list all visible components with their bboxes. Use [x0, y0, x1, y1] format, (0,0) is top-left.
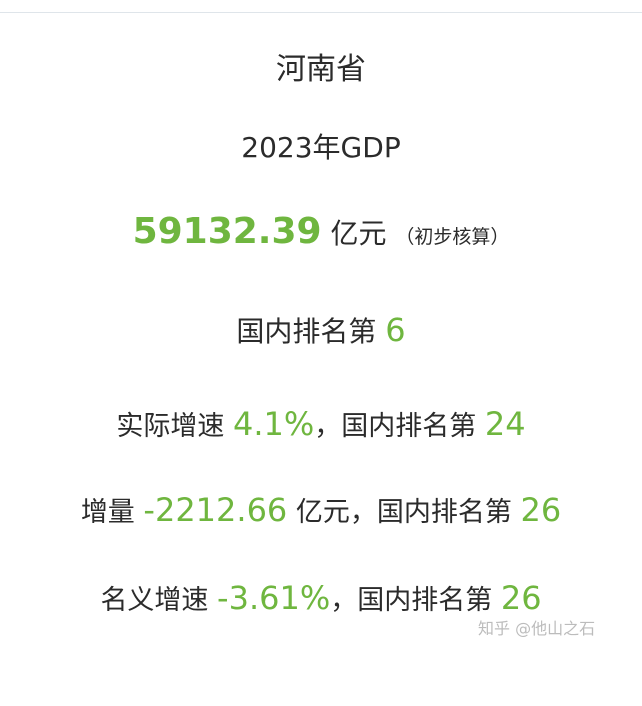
real-growth-value: 4.1% — [232, 405, 315, 443]
real-growth-label: 实际增速 — [116, 411, 225, 442]
year-gdp-label: 2023年GDP — [241, 131, 401, 164]
national-rank-label: 国内排名第 — [236, 315, 377, 348]
increment-value: -2212.66 — [143, 491, 288, 529]
gdp-unit: 亿元 — [330, 217, 387, 250]
top-border — [0, 0, 642, 13]
increment-line: 增量 -2212.66 亿元，国内排名第 26 — [0, 494, 642, 526]
increment-unit-rank-label: 亿元，国内排名第 — [295, 497, 512, 528]
gdp-value: 59132.39 — [132, 211, 322, 252]
watermark-text: 知乎 @他山之石 — [478, 619, 596, 638]
real-growth-line: 实际增速 4.1%，国内排名第 24 — [0, 408, 642, 440]
increment-rank-value: 26 — [520, 491, 562, 529]
real-growth-rank-value: 24 — [484, 405, 526, 443]
nominal-growth-label: 名义增速 — [100, 585, 209, 616]
nominal-growth-line: 名义增速 -3.61%，国内排名第 26 — [0, 582, 642, 614]
nominal-growth-value: -3.61% — [217, 579, 331, 617]
increment-label: 增量 — [80, 497, 135, 528]
gdp-line: 59132.39 亿元 （初步核算） — [0, 214, 642, 250]
nominal-growth-rank-value: 26 — [500, 579, 542, 617]
gdp-note: （初步核算） — [395, 226, 510, 248]
province-title: 河南省 — [276, 52, 366, 87]
national-rank-value: 6 — [385, 311, 406, 349]
real-growth-rank-label: ，国内排名第 — [314, 411, 477, 442]
nominal-growth-rank-label: ，国内排名第 — [330, 585, 493, 616]
national-rank-line: 国内排名第 6 — [0, 314, 642, 346]
